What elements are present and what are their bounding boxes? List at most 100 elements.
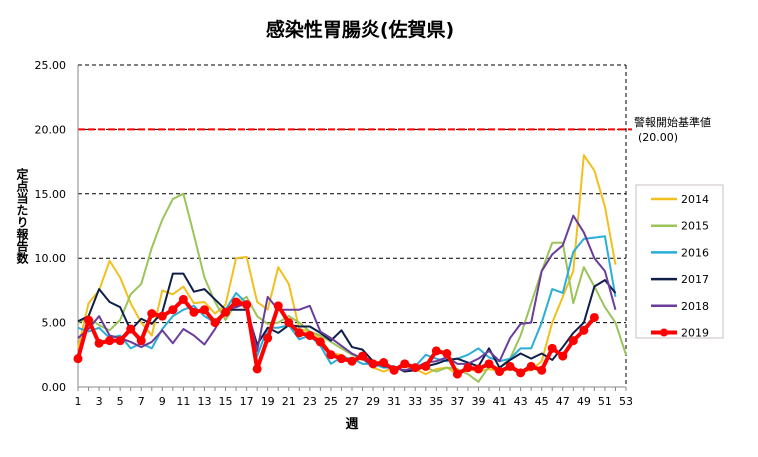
data-point-2019: [589, 312, 599, 322]
y-tick-label: 5.00: [42, 317, 67, 330]
data-point-2019: [421, 361, 431, 371]
y-tick-label: 15.00: [35, 188, 67, 201]
data-point-2019: [242, 300, 252, 310]
data-point-2019: [210, 318, 220, 328]
x-axis-label: 週: [345, 417, 358, 432]
x-tick-label: 37: [450, 395, 464, 408]
y-tick-label: 25.00: [35, 59, 67, 72]
legend-label-2015: 2015: [681, 220, 709, 233]
data-point-2019: [315, 337, 325, 347]
data-point-2019: [326, 350, 336, 360]
data-point-2019: [463, 363, 473, 373]
chart-title: 感染性胃腸炎(佐賀県): [266, 18, 454, 41]
threshold-label: 警報開始基準値: [634, 115, 711, 129]
data-point-2019: [136, 336, 146, 346]
x-tick-label: 25: [324, 395, 338, 408]
x-tick-label: 49: [577, 395, 591, 408]
data-point-2019: [84, 315, 94, 325]
data-point-2019: [579, 325, 589, 335]
x-tick-label: 41: [493, 395, 507, 408]
legend-label-2018: 2018: [681, 300, 709, 313]
data-point-2019: [157, 311, 167, 321]
data-point-2019: [400, 359, 410, 369]
data-point-2019: [294, 328, 304, 338]
legend-marker-2019: [660, 328, 668, 337]
data-point-2019: [484, 359, 494, 369]
data-point-2019: [505, 361, 515, 371]
data-point-2019: [568, 336, 578, 346]
x-tick-label: 17: [240, 395, 254, 408]
x-tick-label: 3: [96, 395, 103, 408]
x-tick-label: 1: [75, 395, 82, 408]
data-point-2019: [305, 330, 315, 340]
data-point-2019: [379, 358, 389, 368]
x-tick-label: 7: [138, 395, 145, 408]
legend-label-2014: 2014: [681, 193, 709, 206]
data-point-2019: [410, 363, 420, 373]
threshold-value-label: (20.00): [638, 131, 678, 144]
x-tick-label: 43: [514, 395, 528, 408]
x-tick-label: 39: [471, 395, 485, 408]
data-point-2019: [178, 294, 188, 304]
legend-label-2016: 2016: [681, 246, 709, 259]
data-point-2019: [431, 346, 441, 356]
data-point-2019: [168, 305, 178, 315]
data-point-2019: [336, 354, 346, 364]
x-tick-label: 53: [619, 395, 633, 408]
data-point-2019: [547, 343, 557, 353]
data-point-2019: [231, 297, 241, 307]
data-point-2019: [263, 333, 273, 343]
x-tick-label: 11: [176, 395, 190, 408]
x-tick-label: 47: [556, 395, 570, 408]
data-point-2019: [252, 364, 262, 374]
data-point-2019: [368, 359, 378, 369]
data-point-2019: [495, 367, 505, 377]
data-point-2019: [115, 336, 125, 346]
series-line-2018: [77, 214, 617, 372]
data-point-2019: [347, 356, 357, 366]
x-tick-label: 31: [387, 395, 401, 408]
data-point-2019: [126, 324, 136, 334]
data-point-2019: [105, 336, 115, 346]
x-tick-label: 9: [159, 395, 166, 408]
data-point-2019: [147, 309, 157, 319]
data-point-2019: [358, 351, 368, 361]
x-tick-label: 5: [117, 395, 124, 408]
x-tick-label: 13: [197, 395, 211, 408]
series-line-2015: [77, 192, 627, 383]
data-point-2019: [199, 305, 209, 315]
y-tick-label: 20.00: [35, 123, 67, 136]
x-tick-label: 19: [261, 395, 275, 408]
data-point-2019: [537, 365, 547, 375]
legend-label-2017: 2017: [681, 273, 709, 286]
data-point-2019: [189, 307, 199, 317]
y-tick-label: 10.00: [35, 252, 67, 265]
data-point-2019: [516, 368, 526, 378]
data-point-2019: [389, 365, 399, 375]
x-tick-label: 15: [219, 395, 233, 408]
data-point-2019: [442, 349, 452, 359]
data-point-2019: [284, 318, 294, 328]
x-tick-label: 45: [535, 395, 549, 408]
legend-label-2019: 2019: [681, 327, 709, 340]
x-tick-label: 35: [429, 395, 443, 408]
x-tick-label: 33: [408, 395, 422, 408]
data-point-2019: [526, 361, 536, 371]
data-point-2019: [94, 338, 104, 348]
series-line-2017: [77, 272, 617, 373]
y-tick-label: 0.00: [42, 381, 67, 394]
data-point-2019: [73, 354, 83, 364]
legend-box: [635, 184, 724, 339]
data-point-2019: [473, 364, 483, 374]
y-axis-label: 定点当たり報告数: [15, 167, 29, 265]
x-tick-label: 21: [282, 395, 296, 408]
x-tick-label: 27: [345, 395, 359, 408]
data-point-2019: [273, 301, 283, 311]
data-point-2019: [452, 369, 462, 379]
data-point-2019: [558, 351, 568, 361]
x-tick-label: 29: [366, 395, 380, 408]
x-tick-label: 23: [303, 395, 317, 408]
data-point-2019: [221, 307, 231, 317]
